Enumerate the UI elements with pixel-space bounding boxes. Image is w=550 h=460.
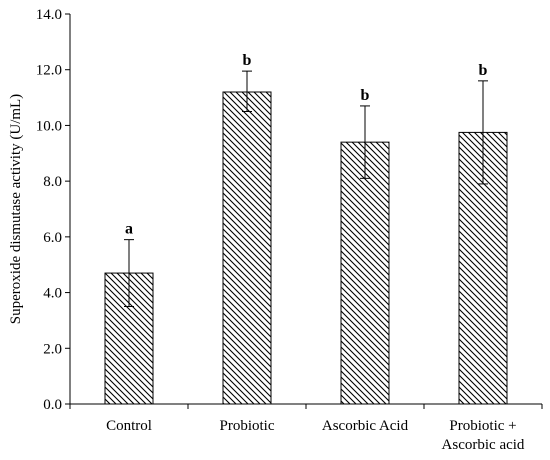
significance-label: b [243,52,252,69]
error-bars-group [124,70,488,307]
category-label: Ascorbic acid [442,437,525,453]
y-tick-label: 8.0 [43,174,62,190]
significance-label: a [125,221,133,238]
bars-group [104,91,508,405]
significance-label: b [479,62,488,79]
y-axis-title: Superoxide dismutase activity (U/mL) [8,94,24,324]
category-label: Probiotic + [449,418,516,434]
category-labels: Control Probiotic Ascorbic Acid Probiotic +… [106,418,525,453]
category-label: Ascorbic Acid [322,418,409,434]
y-axis-ticks: 0.0 2.0 4.0 6.0 8.0 10.0 12.0 14.0 [36,7,543,413]
category-label: Probiotic [220,418,275,434]
y-tick-label: 0.0 [43,397,62,413]
significance-labels: a b b b [125,52,488,238]
bar-3 [340,141,390,405]
y-tick-label: 2.0 [43,341,62,357]
y-tick-label: 4.0 [43,286,62,302]
y-tick-label: 10.0 [36,118,62,134]
y-tick-label: 6.0 [43,230,62,246]
significance-label: b [361,87,370,104]
category-label: Control [106,418,152,434]
y-tick-label: 12.0 [36,63,62,79]
bar-2 [222,91,272,405]
y-tick-label: 14.0 [36,7,62,23]
